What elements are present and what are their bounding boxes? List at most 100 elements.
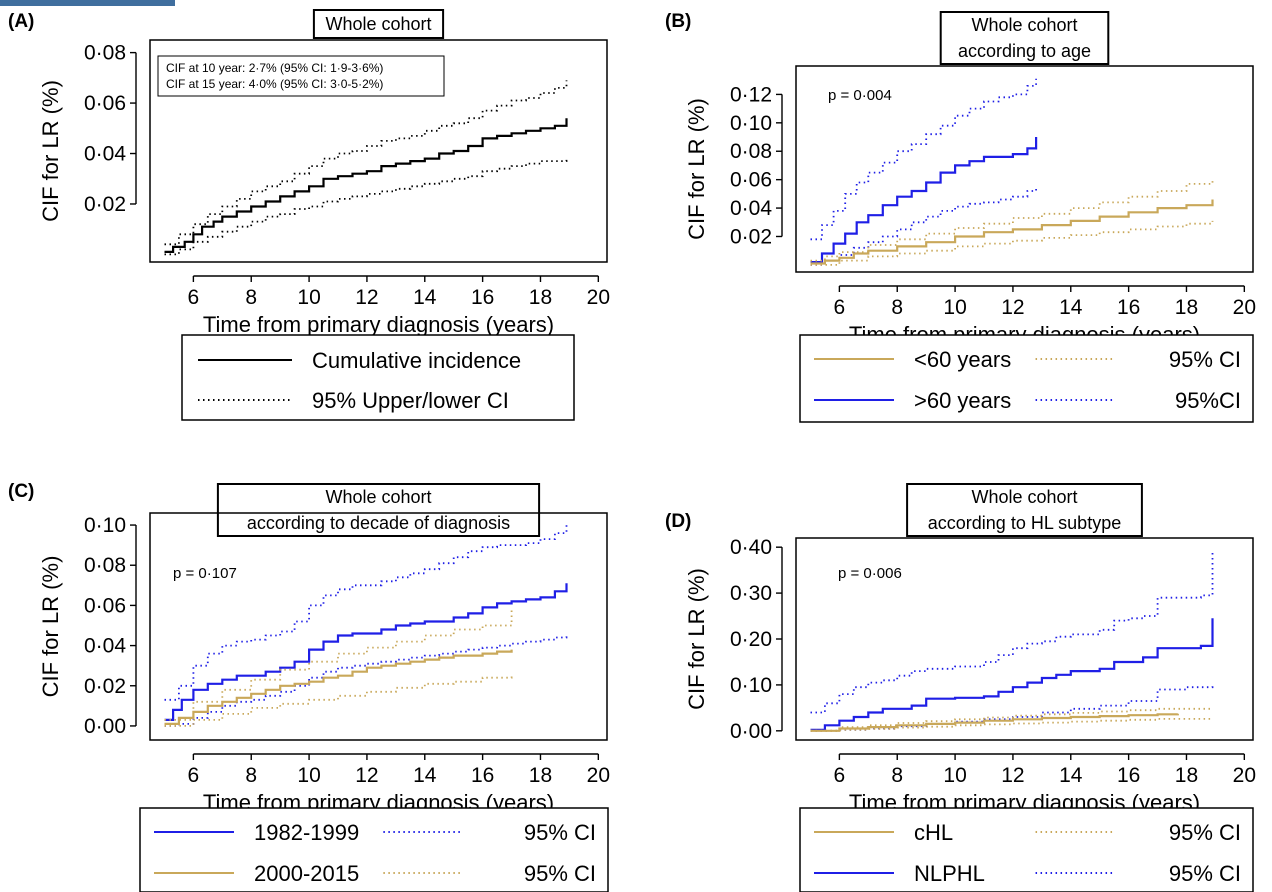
legend-item-label: Cumulative incidence (312, 348, 521, 373)
chart-title-line: Whole cohort (971, 487, 1077, 507)
series-line-95-ci (164, 609, 513, 721)
plot-area-frame (149, 512, 608, 741)
chart-panel-a: (A) Whole cohort 0·02 0·04 0·06 0·08 6 8 10 12 14 1… (8, 9, 610, 421)
chart-title-line: Whole cohort (325, 487, 431, 507)
x-tick-label: 12 (1001, 296, 1024, 319)
plot-area-frame (149, 39, 608, 263)
legend-item-label: 2000-2015 (254, 861, 359, 886)
x-tick-label: 8 (245, 764, 257, 787)
series-line-1982-1999 (164, 583, 568, 721)
legend: 1982-1999 95% CI 2000-2015 95% CI (139, 807, 609, 892)
y-tick-label: 0·02 (730, 225, 772, 248)
x-tick-label: 18 (529, 764, 552, 787)
x-tick-label: 20 (1233, 296, 1256, 319)
legend-item-label: 95% Upper/lower CI (312, 388, 509, 413)
header-accent-bar (0, 0, 175, 6)
legend-item-label: 95% CI (1169, 861, 1241, 886)
legend-item-label: 1982-1999 (254, 820, 359, 845)
panel-label: (B) (665, 11, 691, 32)
x-tick-label: 6 (834, 296, 846, 319)
x-tick-label: 6 (188, 764, 200, 787)
x-tick-label: 10 (943, 764, 966, 787)
x-axis-label: Time from primary diagnosis (years) (203, 312, 554, 337)
p-value-annotation: p = 0·004 (828, 87, 892, 104)
series-line-cumulative-incidence (164, 118, 568, 253)
x-tick-label: 10 (943, 296, 966, 319)
series-line-95-upper-lower-ci (164, 80, 568, 246)
cif-annotation-line: CIF at 10 year: 2·7% (95% CI: 1·9-3·6%) (166, 61, 383, 75)
plot-area-frame (795, 537, 1254, 741)
series-line-95-upper-lower-ci (164, 158, 568, 256)
x-tick-label: 8 (891, 296, 903, 319)
x-tick-label: 14 (1059, 296, 1083, 319)
series-line-95-ci (810, 78, 1037, 241)
x-tick-label: 14 (413, 286, 437, 309)
chart-title-box (312, 9, 445, 39)
chart-panel-b: (B) Whole cohort according to age 0·02 0·04 0… (665, 11, 1256, 423)
y-tick-label: 0·02 (84, 675, 126, 698)
y-axis-label: CIF for LR (%) (38, 80, 63, 222)
y-tick-label: 0·08 (84, 42, 126, 65)
series-line-95-ci (810, 178, 1214, 262)
x-tick-label: 16 (1117, 764, 1140, 787)
series-line-95-ci (810, 707, 1214, 732)
series-line-95-ci (164, 525, 568, 701)
legend-item-label: 95% CI (524, 820, 596, 845)
legend-box (181, 334, 575, 421)
y-tick-label: 0·30 (730, 582, 772, 605)
legend: Cumulative incidence 95% Upper/lower CI (181, 334, 575, 421)
series-line-chl (810, 713, 1179, 732)
x-tick-label: 16 (1117, 296, 1140, 319)
cif-annotation-line: CIF at 15 year: 4·0% (95% CI: 3·0-5·2%) (166, 77, 383, 91)
legend-item-label: 95%CI (1175, 388, 1241, 413)
y-tick-label: 0·12 (730, 83, 772, 106)
y-tick-label: 0·06 (84, 92, 126, 115)
series-line-95-ci (164, 673, 513, 727)
legend-box (139, 807, 609, 892)
chart-title-box (216, 483, 541, 537)
chart-panel-d: (D) Whole cohort according to HL subtype 0·… (665, 483, 1256, 892)
y-tick-label: 0·08 (84, 554, 126, 577)
y-axis-label: CIF for LR (%) (684, 98, 709, 240)
legend-box (799, 334, 1254, 423)
x-tick-label: 20 (1233, 764, 1256, 787)
x-tick-label: 16 (471, 764, 494, 787)
legend-item-label: <60 years (914, 347, 1011, 372)
x-tick-label: 12 (1001, 764, 1024, 787)
series-line-95-ci (810, 220, 1214, 266)
p-value-annotation: p = 0·107 (173, 565, 237, 582)
y-tick-label: 0·08 (730, 140, 772, 163)
legend: cHL 95% CI NLPHL 95% CI (799, 807, 1254, 892)
panel-label: (C) (8, 481, 34, 502)
x-tick-label: 18 (1175, 764, 1198, 787)
x-tick-label: 12 (355, 286, 378, 309)
legend-item-label: NLPHL (914, 861, 985, 886)
x-tick-label: 10 (297, 286, 320, 309)
p-value-annotation: p = 0·006 (838, 565, 902, 582)
x-tick-label: 8 (891, 764, 903, 787)
y-axis-label: CIF for LR (%) (38, 556, 63, 698)
y-tick-label: 0·04 (84, 635, 126, 658)
y-tick-label: 0·20 (730, 628, 772, 651)
x-tick-label: 10 (297, 764, 320, 787)
y-axis-label: CIF for LR (%) (684, 568, 709, 710)
x-tick-label: 12 (355, 764, 378, 787)
x-tick-label: 18 (529, 286, 552, 309)
legend-item-label: 95% CI (1169, 347, 1241, 372)
series-line-60-years (810, 199, 1214, 265)
chart-title-line: Whole cohort (971, 15, 1077, 35)
y-tick-label: 0·04 (84, 143, 126, 166)
x-tick-label: 8 (245, 286, 257, 309)
series-line-60-years (810, 137, 1038, 264)
chart-title-box (939, 11, 1110, 65)
x-tick-label: 20 (587, 764, 610, 787)
legend-item-label: 95% CI (524, 861, 596, 886)
x-tick-label: 6 (834, 764, 846, 787)
legend-item-label: cHL (914, 820, 953, 845)
y-tick-label: 0·40 (730, 536, 772, 559)
panel-label: (A) (8, 11, 34, 32)
legend: <60 years 95% CI >60 years 95%CI (799, 334, 1254, 423)
y-tick-label: 0·00 (730, 720, 772, 743)
y-tick-label: 0·06 (730, 169, 772, 192)
plot-area-frame (795, 65, 1254, 273)
